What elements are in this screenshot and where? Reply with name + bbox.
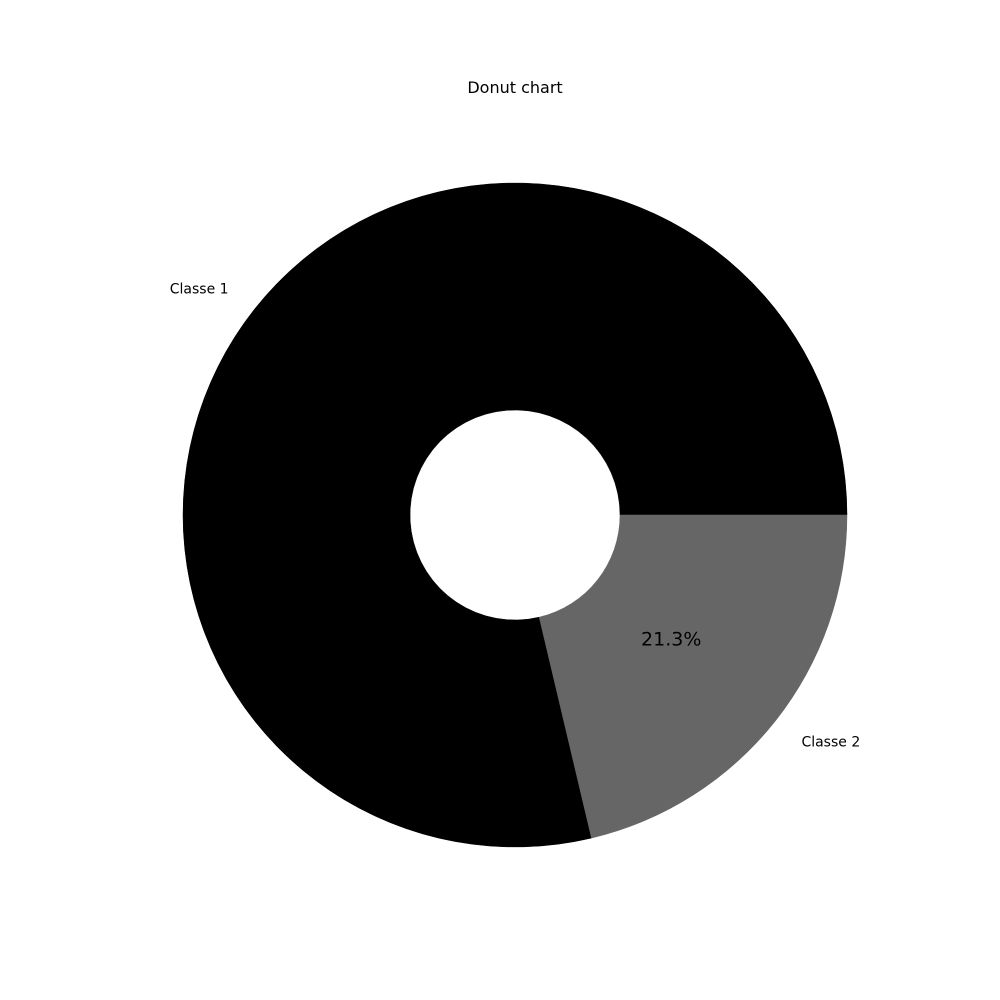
donut-slice-2	[538, 514, 848, 839]
slice-label-1: Classe 1	[170, 281, 229, 297]
slice-percent-label-2: 21.3%	[641, 629, 701, 651]
chart-title: Donut chart	[467, 78, 562, 97]
labels-layer: Classe 1 Classe 2 21.3%	[170, 281, 861, 750]
donut-slice-1	[182, 182, 848, 848]
slices-layer	[182, 182, 848, 848]
slice-label-2: Classe 2	[801, 735, 860, 751]
